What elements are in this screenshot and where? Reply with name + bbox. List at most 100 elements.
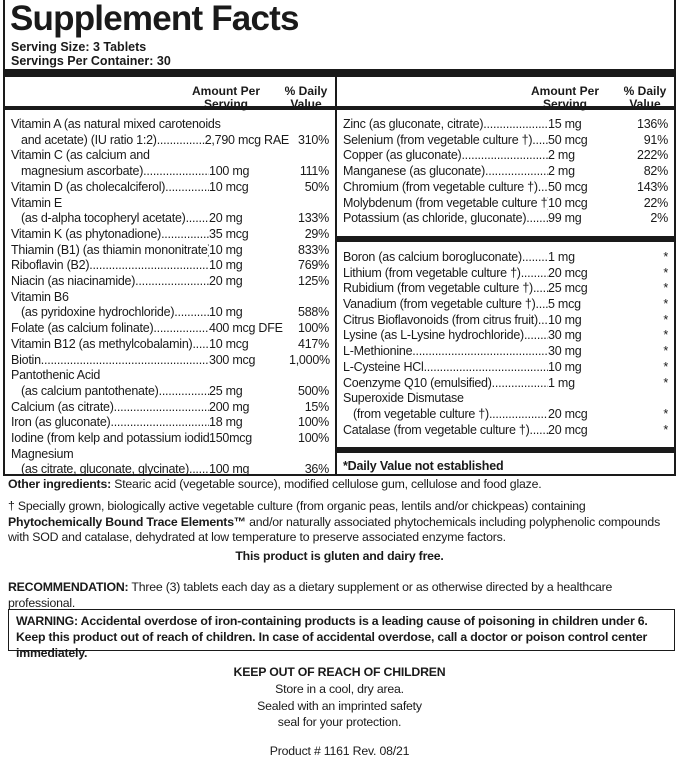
divider-bar <box>5 69 674 77</box>
nutrient-amount: 5 mcg <box>548 297 581 312</box>
nutrient-name: (from vegetable culture †) <box>353 406 489 421</box>
nutrient-name: Selenium (from vegetable culture †) <box>343 132 533 147</box>
nutrient-name: Coenzyme Q10 (emulsified) <box>343 375 492 390</box>
nutrient-daily-value: 769% <box>298 258 329 273</box>
nutrient-name: L-Cysteine HCl <box>343 359 424 374</box>
nutrient-amount: 100 mg <box>209 164 250 179</box>
nutrient-name: Biotin <box>11 352 41 367</box>
nutrient-name: Vitamin B12 (as methylcobalamin) <box>11 336 193 351</box>
nutrient-row: Vitamin D (as cholecalciferol) 10 mcg 50% <box>11 180 329 196</box>
dot-leader <box>529 423 548 439</box>
nutrient-amount: 10 mg <box>548 312 582 327</box>
dagger-note-bold: Phytochemically Bound Trace Elements™ <box>8 514 246 529</box>
right-column: Amount Per Serving % Daily Value Zinc (as … <box>337 77 674 477</box>
nutrient-row: Lysine (as L-Lysine hydrochloride) 30 mg * <box>343 328 668 344</box>
dot-leader <box>532 133 548 149</box>
nutrient-row: (as calcium pantothenate) 25 mg 500% <box>11 384 329 400</box>
nutrient-daily-value: * <box>663 312 668 327</box>
nutrient-daily-value: * <box>663 422 668 437</box>
gluten-free-note: This product is gluten and dairy free. <box>235 549 444 563</box>
nutrient-name: Lithium (from vegetable culture †) <box>343 265 521 280</box>
nutrient-amount: 10 mcg <box>548 195 588 210</box>
nutrient-amount: 1 mg <box>548 375 575 390</box>
nutrient-row: Molybdenum (from vegetable culture †) 10 … <box>343 196 668 212</box>
nutrient-daily-value: 588% <box>298 305 329 320</box>
left-column: Amount Per Serving % Daily Value Vitamin A… <box>5 77 335 478</box>
dot-leader <box>526 211 548 227</box>
nutrient-row: (as citrate, gluconate, glycinate) 100 mg… <box>11 462 329 478</box>
nutrient-name: magnesium ascorbate) <box>21 164 144 179</box>
nutrient-daily-value: * <box>663 328 668 343</box>
nutrient-name: Folate (as calcium folinate) <box>11 321 154 336</box>
nutrient-row: Coenzyme Q10 (emulsified) 1 mg * <box>343 376 668 392</box>
nutrient-name: Riboflavin (B2) <box>11 258 90 273</box>
nutrient-daily-value: 2% <box>650 211 668 226</box>
nutrient-name: Vitamin D (as cholecalciferol) <box>11 179 166 194</box>
nutrient-amount: 20 mcg <box>548 406 588 421</box>
amount-header-2: Serving <box>542 96 587 111</box>
dot-leader <box>533 281 548 297</box>
nutrient-daily-value: 22% <box>643 195 669 210</box>
recommendation-text: Three (3) tablets each day as a dietary … <box>8 580 613 610</box>
column-header: Amount Per Serving % Daily Value <box>337 77 674 110</box>
nutrient-amount: 200 mg <box>209 399 250 414</box>
nutrient-daily-value: * <box>663 375 668 390</box>
nutrient-amount: 25 mg <box>209 383 243 398</box>
nutrient-amount: 18 mg <box>209 415 243 430</box>
seal-note-2: seal for your protection. <box>277 715 402 729</box>
dot-leader <box>536 297 548 313</box>
nutrient-name: Vitamin K (as phytonadione) <box>11 226 162 241</box>
nutrient-daily-value: 36% <box>304 462 330 477</box>
dagger-note-line: with SOD and catalase, dehydrated at low… <box>8 530 506 544</box>
dot-leader <box>483 117 548 133</box>
nutrient-name-line: Magnesium <box>11 446 74 461</box>
nutrient-daily-value: 143% <box>637 179 668 194</box>
dv-footnote: *Daily Value not established <box>343 459 504 474</box>
nutrient-daily-value: 310% <box>298 132 329 147</box>
nutrient-row: Potassium (as chloride, gluconate) 99 mg 2… <box>343 211 668 227</box>
nutrient-row: Folate (as calcium folinate) 400 mcg DFE 1… <box>11 321 329 337</box>
nutrient-amount: 10 mg <box>548 359 582 374</box>
dot-leader <box>538 180 548 196</box>
nutrient-name: Vanadium (from vegetable culture †) <box>343 297 536 312</box>
dot-leader <box>424 360 548 376</box>
dot-leader <box>492 376 548 392</box>
nutrient-row: Copper (as gluconate) 2 mg 222% <box>343 148 668 164</box>
nutrient-row: Riboflavin (B2) 10 mg 769% <box>11 258 329 274</box>
mineral-list: Zinc (as gluconate, citrate) 15 mg 136% Sel… <box>337 110 674 227</box>
nutrient-amount: 10 mg <box>209 242 243 257</box>
recommendation: RECOMMENDATION: Three (3) tablets each d… <box>8 580 679 611</box>
nutrient-name: Lysine (as L-Lysine hydrochloride) <box>343 328 524 343</box>
nutrient-name: Manganese (as gluconate) <box>343 164 486 179</box>
nutrient-name-line: Pantothenic Acid <box>11 368 101 383</box>
panel-title: Supplement Facts <box>10 0 299 38</box>
seal-note: Sealed with an imprinted safety <box>257 699 422 713</box>
serving-size: Serving Size: 3 Tablets <box>11 40 147 54</box>
dot-leader <box>489 407 548 423</box>
dot-leader <box>186 211 209 227</box>
nutrient-row: Vanadium (from vegetable culture †) 5 mcg… <box>343 297 668 313</box>
dot-leader <box>165 180 209 196</box>
nutrient-row: Catalase (from vegetable culture †) 20 mc… <box>343 423 668 439</box>
dv-header-2: Value <box>629 96 661 111</box>
dot-leader <box>143 164 209 180</box>
nutrient-amount: 30 mg <box>548 344 582 359</box>
nutrient-amount: 10 mg <box>209 305 243 320</box>
nutrient-daily-value: * <box>663 265 668 280</box>
nutrient-row: magnesium ascorbate) 100 mg 111% <box>11 164 329 180</box>
dot-leader <box>153 321 209 337</box>
nutrient-amount: 35 mcg <box>209 226 249 241</box>
nutrient-daily-value: * <box>663 297 668 312</box>
column-divider <box>335 77 337 474</box>
amount-header: Amount Per <box>191 84 260 98</box>
dot-leader <box>110 415 209 431</box>
nutrient-name: Catalase (from vegetable culture †) <box>343 422 530 437</box>
nutrient-amount: 10 mcg <box>209 179 249 194</box>
supplement-facts-panel: Supplement Facts Serving Size: 3 Tablets… <box>3 0 676 476</box>
nutrient-daily-value: 91% <box>643 132 669 147</box>
nutrient-amount: 300 mcg <box>209 352 256 367</box>
nutrient-amount: 2,790 mcg RAE <box>204 132 290 147</box>
nutrient-name: Calcium (as citrate) <box>11 399 114 414</box>
keep-out-heading: KEEP OUT OF REACH OF CHILDREN <box>233 665 446 679</box>
nutrient-daily-value: 100% <box>298 415 329 430</box>
